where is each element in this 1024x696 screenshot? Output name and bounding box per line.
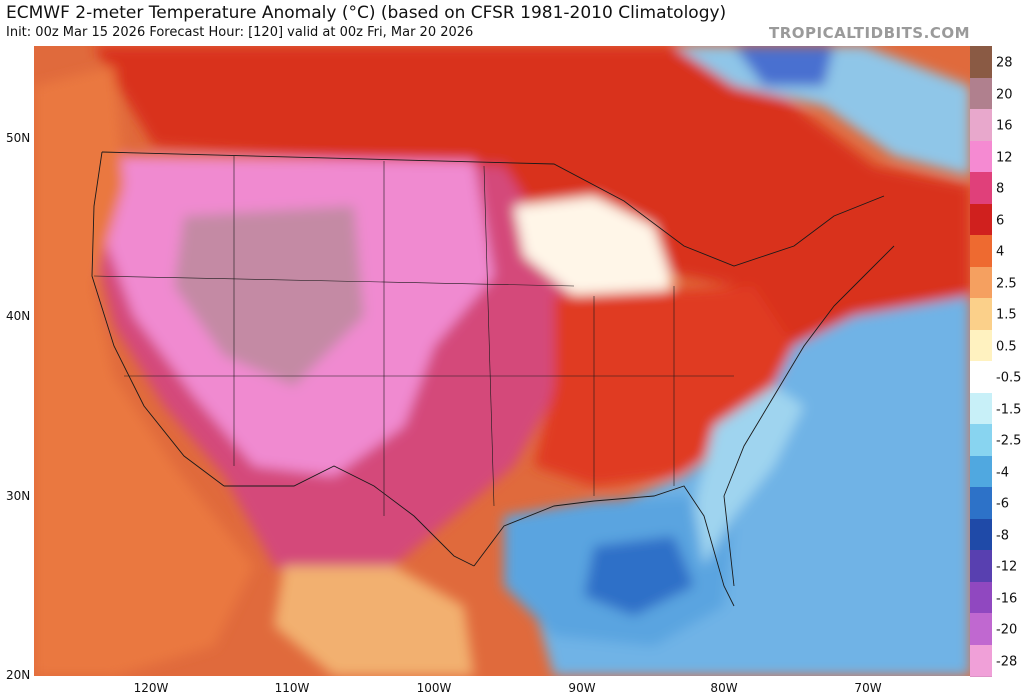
legend-tick-label: -12 bbox=[996, 559, 1018, 575]
southeast-coast-cool bbox=[694, 386, 804, 566]
lat-label-30n: 30N bbox=[6, 489, 31, 503]
legend-swatch bbox=[970, 109, 992, 142]
legend-tick-label: 2.5 bbox=[996, 276, 1017, 292]
legend-swatch bbox=[970, 266, 992, 299]
west-coast bbox=[91, 151, 225, 487]
legend-tick-label: -4 bbox=[996, 465, 1009, 481]
east-coast bbox=[723, 245, 895, 587]
legend-swatch bbox=[970, 581, 992, 614]
legend-tick-label: 16 bbox=[996, 118, 1013, 134]
legend-tick-label: -28 bbox=[996, 654, 1018, 670]
labrador-cold-region bbox=[734, 46, 834, 86]
legend-swatch bbox=[970, 392, 992, 425]
legend-swatch bbox=[970, 550, 992, 583]
legend-swatch bbox=[970, 172, 992, 205]
legend-tick-label: -8 bbox=[996, 528, 1009, 544]
legend-swatch bbox=[970, 487, 992, 520]
legend-tick-label: 6 bbox=[996, 213, 1005, 229]
map-canvas bbox=[34, 46, 970, 676]
legend-tick-label: 4 bbox=[996, 244, 1005, 260]
legend-swatch bbox=[970, 644, 992, 677]
legend-swatch bbox=[970, 361, 992, 394]
hudson-cool-region bbox=[674, 46, 970, 176]
great-lakes-cool bbox=[514, 196, 674, 306]
legend-swatch bbox=[970, 424, 992, 457]
legend-tick-label: 1.5 bbox=[996, 307, 1017, 323]
map-header: ECMWF 2-meter Temperature Anomaly (°C) (… bbox=[0, 0, 1024, 46]
lon-label-110w: 110W bbox=[274, 681, 310, 695]
boundary-lines bbox=[91, 151, 895, 607]
great-basin-hottest bbox=[174, 206, 364, 386]
lat-label-50n: 50N bbox=[6, 131, 31, 145]
gulf-coast bbox=[473, 485, 735, 607]
legend-swatch bbox=[970, 518, 992, 551]
legend-swatch bbox=[970, 455, 992, 488]
legend-tick-label: 28 bbox=[996, 55, 1013, 71]
lon-label-90w: 90W bbox=[568, 681, 596, 695]
legend-swatch bbox=[970, 235, 992, 268]
site-watermark: TROPICALTIDBITS.COM bbox=[769, 24, 970, 42]
legend-tick-label: -2.5 bbox=[996, 433, 1022, 449]
legend-tick-label: -0.5 bbox=[996, 370, 1022, 386]
legend-tick-label: -6 bbox=[996, 496, 1009, 512]
map-title: ECMWF 2-meter Temperature Anomaly (°C) (… bbox=[6, 3, 727, 23]
state-line bbox=[93, 275, 575, 287]
lon-label-70w: 70W bbox=[854, 681, 882, 695]
legend-tick-label: -1.5 bbox=[996, 402, 1022, 418]
temperature-anomaly-map bbox=[34, 46, 970, 676]
legend-swatch bbox=[970, 140, 992, 173]
us-canada-border bbox=[101, 151, 885, 267]
lon-label-120w: 120W bbox=[133, 681, 169, 695]
legend-swatch bbox=[970, 46, 992, 79]
color-scale-legend: 28 20 16 12 8 6 4 2.5 1.5 0.5 -0.5 -1.5 -2.5 -4 -6 -8 -1… bbox=[970, 46, 1024, 677]
legend-tick-label: 20 bbox=[996, 87, 1013, 103]
canada-warm-region bbox=[94, 46, 970, 346]
legend-swatch bbox=[970, 77, 992, 110]
legend-tick-label: 0.5 bbox=[996, 339, 1017, 355]
legend-tick-label: -20 bbox=[996, 622, 1018, 638]
legend-tick-label: 8 bbox=[996, 181, 1005, 197]
lat-label-20n: 20N bbox=[6, 668, 31, 682]
legend-swatch bbox=[970, 329, 992, 362]
us-mexico-border bbox=[224, 465, 475, 567]
state-line bbox=[483, 165, 495, 507]
lon-label-80w: 80W bbox=[710, 681, 738, 695]
legend-tick-label: 12 bbox=[996, 150, 1013, 166]
pacific-warm-coast bbox=[34, 66, 254, 676]
lon-label-100w: 100W bbox=[416, 681, 452, 695]
lat-label-40n: 40N bbox=[6, 309, 31, 323]
mexico-variable-region bbox=[274, 566, 474, 676]
legend-swatch bbox=[970, 298, 992, 331]
forecast-info: Init: 00z Mar 15 2026 Forecast Hour: [12… bbox=[6, 25, 474, 40]
legend-tick-label: -16 bbox=[996, 591, 1018, 607]
gulf-deep-cool bbox=[584, 536, 694, 616]
legend-swatch bbox=[970, 203, 992, 236]
legend-swatch bbox=[970, 613, 992, 646]
